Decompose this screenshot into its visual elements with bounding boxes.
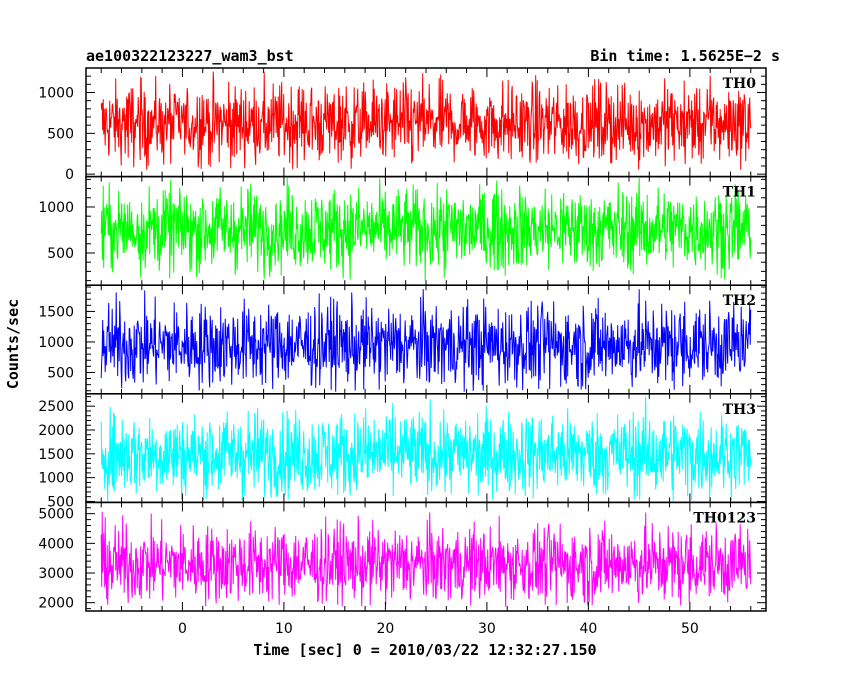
x-tick-label: 20: [376, 621, 394, 637]
panel-label-th0: TH0: [723, 76, 757, 92]
y-tick-label: 500: [47, 126, 74, 142]
x-tick-label: 0: [178, 621, 187, 637]
y-tick-label: 1500: [38, 447, 74, 463]
series-line-th3: [100, 396, 752, 502]
y-tick-label: 5000: [38, 507, 74, 523]
x-tick-label: 10: [275, 621, 293, 637]
y-tick-label: 1000: [38, 335, 74, 351]
x-tick-label: 50: [681, 621, 699, 637]
panel-label-th0123: TH0123: [693, 510, 756, 526]
panel-th3: 500 1000 1500 2000 2500 TH3: [38, 393, 767, 510]
chart-title-left: ae100322123227_wam3_bst: [86, 47, 294, 65]
panel-th0123: 2000 3000 4000 5000 TH0123: [38, 501, 767, 612]
panel-label-th3: TH3: [723, 402, 756, 418]
y-tick-label: 500: [47, 365, 74, 381]
y-tick-label: 1000: [38, 471, 74, 487]
x-axis: 0 10 20 30 40 50: [178, 621, 699, 637]
series-line-th0123: [100, 511, 752, 607]
y-tick-label: 500: [47, 246, 74, 262]
panel-th1: 500 1000 TH1: [38, 175, 767, 286]
chart-title-right: Bin time: 1.5625E−2 s: [590, 47, 780, 65]
series-line-th1: [100, 177, 752, 281]
panels-group: 0 500 1000 TH0 500 1000 TH1 500 1000 1500 TH2 500 10…: [38, 67, 767, 612]
y-tick-label: 4000: [38, 536, 74, 552]
x-tick-label: 40: [579, 621, 597, 637]
panel-label-th1: TH1: [723, 185, 756, 201]
series-line-th0: [100, 71, 752, 170]
y-tick-label: 1000: [38, 85, 74, 101]
y-tick-label: 2000: [38, 596, 74, 612]
y-tick-label: 500: [47, 494, 74, 510]
series-line-th2: [100, 289, 752, 392]
y-tick-label: 3000: [38, 566, 74, 582]
x-axis-label: Time [sec] 0 = 2010/03/22 12:32:27.150: [253, 641, 596, 659]
y-tick-label: 2500: [38, 399, 74, 415]
panel-th2: 500 1000 1500 TH2: [38, 284, 767, 395]
y-axis-label: Counts/sec: [4, 299, 22, 389]
y-tick-label: 1000: [38, 200, 74, 216]
y-tick-label: 1500: [38, 304, 74, 320]
x-tick-label: 30: [478, 621, 496, 637]
y-tick-label: 0: [65, 167, 74, 183]
y-tick-label: 2000: [38, 423, 74, 439]
panel-th0: 0 500 1000 TH0: [38, 67, 767, 183]
panel-label-th2: TH2: [723, 293, 756, 309]
